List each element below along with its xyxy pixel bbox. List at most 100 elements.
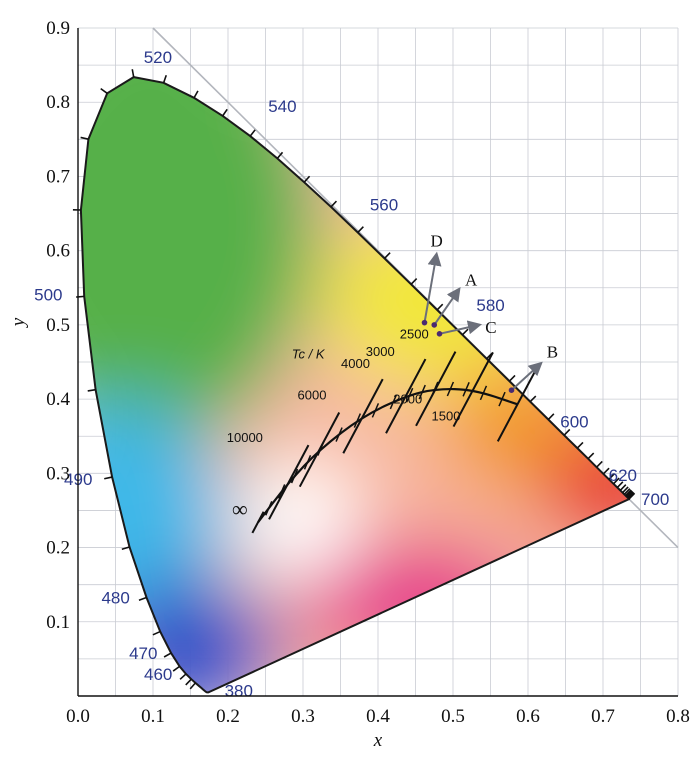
isotemperature-line (496, 366, 539, 442)
wavelength-tick (104, 476, 113, 480)
infinity-label: ∞ (232, 496, 248, 521)
planck-minor-tick (265, 500, 273, 516)
wavelength-ticks (72, 69, 636, 690)
y-tick-label: 0.9 (46, 18, 70, 39)
wavelength-tick (625, 490, 633, 497)
isotemperature-line (342, 378, 384, 454)
chromaticity-point (421, 319, 428, 326)
wavelength-label: 560 (370, 195, 398, 214)
point-arrow (423, 251, 442, 323)
wavelength-tick (303, 175, 311, 183)
chromaticity-points: A B C D (421, 231, 558, 394)
wavelength-label: 470 (129, 644, 157, 663)
wavelength-label: 520 (144, 48, 172, 67)
wavelength-tick (152, 630, 161, 636)
planck-minor-tick (431, 381, 439, 397)
wavelength-tick (179, 673, 187, 680)
x-tick-label: 0.4 (366, 706, 390, 727)
point-arrow (510, 361, 543, 391)
wavelength-tick (596, 460, 603, 468)
y-tick-label: 0.7 (46, 166, 70, 187)
wavelength-label: 480 (101, 589, 129, 608)
wavelength-tick (172, 665, 181, 672)
cct-label: 4000 (341, 356, 370, 371)
wavelength-tick (602, 467, 610, 475)
planck-minor-tick (405, 387, 414, 403)
cct-label: 1500 (432, 408, 461, 423)
chromaticity-point (431, 322, 438, 328)
isotemperature-line (385, 358, 427, 434)
y-tick-label: 0.5 (46, 315, 70, 336)
x-axis-label: x (373, 730, 383, 751)
planck-minor-tick (335, 427, 343, 442)
cct-label: 10000 (227, 430, 263, 445)
wavelength-tick (529, 395, 537, 403)
wavelength-tick (193, 90, 199, 99)
chromaticity-point (508, 387, 515, 394)
wavelength-tick (276, 151, 284, 159)
planck-minor-tick (498, 391, 506, 407)
wavelength-tick (621, 486, 629, 494)
planckian-locus (257, 387, 518, 523)
planck-minor-tick (353, 413, 362, 428)
wavelength-tick (131, 69, 135, 78)
x-tick-label: 0.6 (516, 706, 540, 727)
wavelength-tick (249, 129, 256, 137)
point-arrow (439, 320, 482, 335)
wavelength-label: 500 (34, 285, 62, 304)
planck-minor-tick (479, 385, 488, 401)
wavelength-tick (185, 678, 192, 686)
wavelength-tick (189, 682, 197, 690)
wavelength-tick (547, 413, 555, 421)
cct-label: 2500 (400, 327, 429, 342)
wavelength-label: 600 (560, 413, 588, 432)
cct-label: 6000 (298, 388, 327, 403)
wavelength-label: 620 (609, 466, 637, 485)
planck-minor-tick (462, 382, 470, 397)
planckian-locus-title: Tc / K (292, 346, 326, 361)
y-tick-label: 0.4 (46, 389, 70, 410)
cct-label: 2000 (393, 391, 422, 406)
chromaticity-point (436, 330, 443, 337)
y-tick-label: 0.1 (46, 612, 70, 633)
labels: 380460470480490500520540560580600620700∞… (34, 48, 669, 700)
planck-minor-tick (290, 468, 299, 484)
wavelength-tick (410, 278, 418, 285)
planck-minor-tick (446, 381, 455, 397)
y-tick-label: 0.3 (46, 463, 70, 484)
wavelength-tick (87, 388, 96, 392)
point-label: A (465, 270, 478, 289)
wavelength-tick (100, 87, 108, 94)
point-label: B (547, 342, 558, 361)
x-tick-label: 0.1 (141, 706, 165, 727)
wavelength-tick (612, 477, 620, 485)
wavelength-tick (576, 441, 584, 449)
wavelength-tick (138, 596, 147, 601)
cct-label: 3000 (366, 344, 395, 359)
y-tick-label: 0.2 (46, 538, 70, 559)
wavelength-label: 380 (225, 681, 253, 700)
wavelength-tick (222, 108, 228, 117)
planck-minor-tick (418, 384, 426, 400)
planck-minor-tick (277, 484, 286, 499)
x-tick-label: 0.3 (291, 706, 315, 727)
wavelength-tick (623, 488, 631, 495)
wavelength-tick (616, 481, 624, 489)
x-tick-label: 0.5 (441, 706, 465, 727)
planck-minor-tick (317, 441, 325, 456)
wavelength-tick (624, 489, 632, 497)
wavelength-tick (162, 74, 168, 84)
y-axis-label: y (8, 317, 29, 328)
wavelength-tick (436, 303, 444, 311)
wavelength-tick (330, 200, 338, 208)
point-arrow (433, 286, 461, 326)
wavelength-tick (357, 226, 364, 234)
point-label: D (431, 231, 443, 250)
planck-minor-tick (371, 403, 380, 418)
wavelength-tick (563, 428, 571, 436)
wavelength-tick (461, 328, 469, 336)
x-tick-label: 0.0 (66, 706, 90, 727)
wavelength-label: 580 (476, 296, 504, 315)
wavelength-tick (383, 252, 391, 259)
